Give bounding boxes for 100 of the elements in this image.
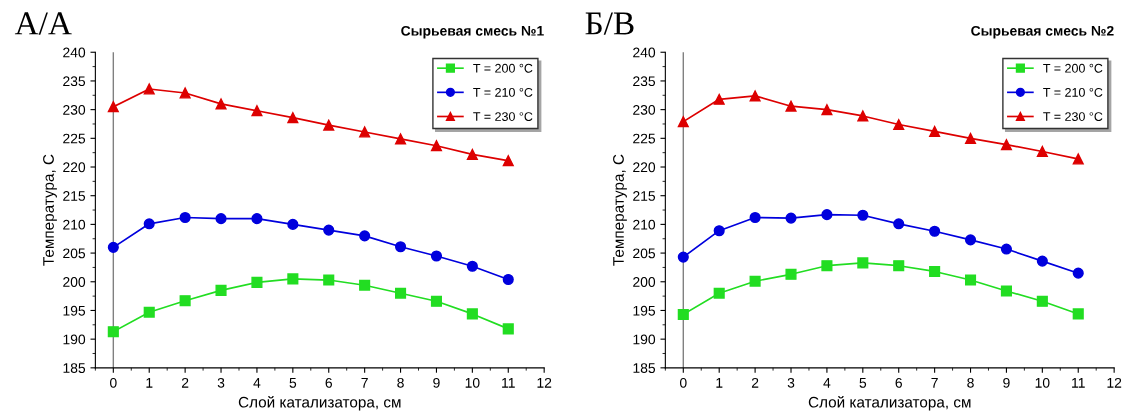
point bbox=[713, 225, 725, 237]
y-tick-label: 220 bbox=[633, 162, 656, 173]
x-tick-label: 11 bbox=[502, 378, 515, 388]
y-axis-title: Температура, С bbox=[43, 154, 57, 266]
y-tick-label: 230 bbox=[63, 104, 86, 115]
y-tick-label: 195 bbox=[633, 305, 656, 316]
point bbox=[1036, 145, 1048, 158]
point bbox=[857, 257, 869, 269]
point bbox=[359, 126, 371, 138]
point bbox=[466, 148, 478, 160]
point bbox=[857, 209, 869, 221]
point bbox=[1072, 153, 1084, 165]
point bbox=[821, 260, 833, 272]
x-tick-label: 10 bbox=[1035, 377, 1050, 388]
y-tick-label: 185 bbox=[63, 363, 86, 374]
y-tick-label: 205 bbox=[63, 248, 86, 259]
point bbox=[323, 224, 335, 236]
x-tick-label: 2 bbox=[751, 377, 759, 388]
legend-label: T = 230 °C bbox=[473, 112, 533, 121]
point bbox=[677, 251, 689, 263]
y-tick-label: 195 bbox=[63, 305, 86, 316]
y-tick-label: 215 bbox=[633, 191, 656, 201]
point bbox=[215, 98, 227, 110]
point bbox=[893, 260, 905, 272]
point bbox=[1036, 255, 1048, 267]
y-axis-title: Температура, С bbox=[613, 154, 627, 266]
point bbox=[713, 287, 725, 299]
x-tick-label: 12 bbox=[537, 377, 552, 388]
point bbox=[215, 213, 227, 225]
point bbox=[929, 265, 941, 277]
point bbox=[323, 274, 335, 286]
y-tick-label: 190 bbox=[633, 334, 656, 345]
x-tick-label: 10 bbox=[465, 377, 480, 388]
chart-title: Сырьевая смесь №1 bbox=[401, 25, 544, 39]
x-axis-title: Слой катализатора, см bbox=[808, 396, 971, 411]
point bbox=[1072, 267, 1084, 279]
point bbox=[857, 110, 869, 122]
legend-label: T = 210 °C bbox=[473, 87, 533, 97]
y-tick-label: 235 bbox=[63, 76, 86, 87]
chart-title: Сырьевая смесь №2 bbox=[971, 25, 1114, 39]
y-tick-label: 185 bbox=[633, 363, 656, 374]
point bbox=[964, 274, 977, 286]
x-tick-label: 3 bbox=[787, 377, 795, 388]
point bbox=[749, 211, 761, 224]
point bbox=[430, 250, 443, 262]
x-tick-label: 7 bbox=[931, 378, 938, 388]
point bbox=[1000, 139, 1012, 151]
x-tick-label: 9 bbox=[433, 377, 440, 388]
x-tick-label: 3 bbox=[217, 377, 225, 388]
point bbox=[466, 308, 478, 320]
point bbox=[430, 140, 443, 152]
point bbox=[893, 218, 905, 230]
x-tick-label: 0 bbox=[110, 377, 117, 388]
point bbox=[107, 101, 119, 113]
point bbox=[785, 100, 797, 112]
x-axis-title: Слой катализатора, см bbox=[238, 396, 401, 411]
point bbox=[394, 133, 407, 145]
point bbox=[251, 105, 263, 117]
x-tick-label: 1 bbox=[716, 378, 723, 388]
point bbox=[1000, 243, 1012, 255]
x-tick-label: 9 bbox=[1003, 377, 1010, 388]
x-tick-label: 8 bbox=[967, 377, 974, 388]
point bbox=[749, 90, 761, 102]
x-tick-label: 0 bbox=[679, 377, 687, 388]
point bbox=[964, 234, 977, 246]
x-tick-label: 4 bbox=[253, 378, 261, 388]
x-tick-label: 6 bbox=[895, 377, 902, 388]
point bbox=[821, 209, 833, 221]
y-tick-label: 215 bbox=[63, 191, 86, 201]
point bbox=[107, 241, 119, 253]
point bbox=[251, 276, 263, 288]
point bbox=[287, 218, 299, 230]
point bbox=[179, 211, 191, 224]
y-tick-label: 240 bbox=[63, 47, 86, 58]
x-tick-label: 6 bbox=[325, 377, 332, 388]
y-tick-label: 205 bbox=[633, 248, 656, 259]
point bbox=[143, 306, 155, 318]
y-tick-label: 210 bbox=[633, 219, 656, 230]
point bbox=[215, 284, 227, 296]
point bbox=[1036, 295, 1048, 307]
point bbox=[502, 155, 514, 167]
point bbox=[964, 132, 977, 144]
y-tick-label: 200 bbox=[633, 277, 656, 287]
point bbox=[359, 279, 371, 291]
point bbox=[287, 112, 299, 124]
y-tick-label: 235 bbox=[633, 76, 656, 87]
legend-label: T = 200 °C bbox=[1043, 63, 1103, 73]
x-tick-label: 1 bbox=[146, 378, 153, 388]
point bbox=[929, 225, 941, 237]
point bbox=[179, 87, 191, 99]
y-tick-label: 220 bbox=[63, 162, 86, 173]
x-tick-label: 5 bbox=[859, 378, 867, 388]
y-tick-label: 200 bbox=[63, 277, 86, 287]
x-tick-label: 12 bbox=[1107, 377, 1122, 388]
point bbox=[785, 268, 797, 280]
point bbox=[713, 93, 725, 105]
point bbox=[893, 118, 905, 131]
point bbox=[251, 213, 263, 225]
x-tick-label: 2 bbox=[181, 377, 189, 388]
point bbox=[394, 241, 407, 253]
